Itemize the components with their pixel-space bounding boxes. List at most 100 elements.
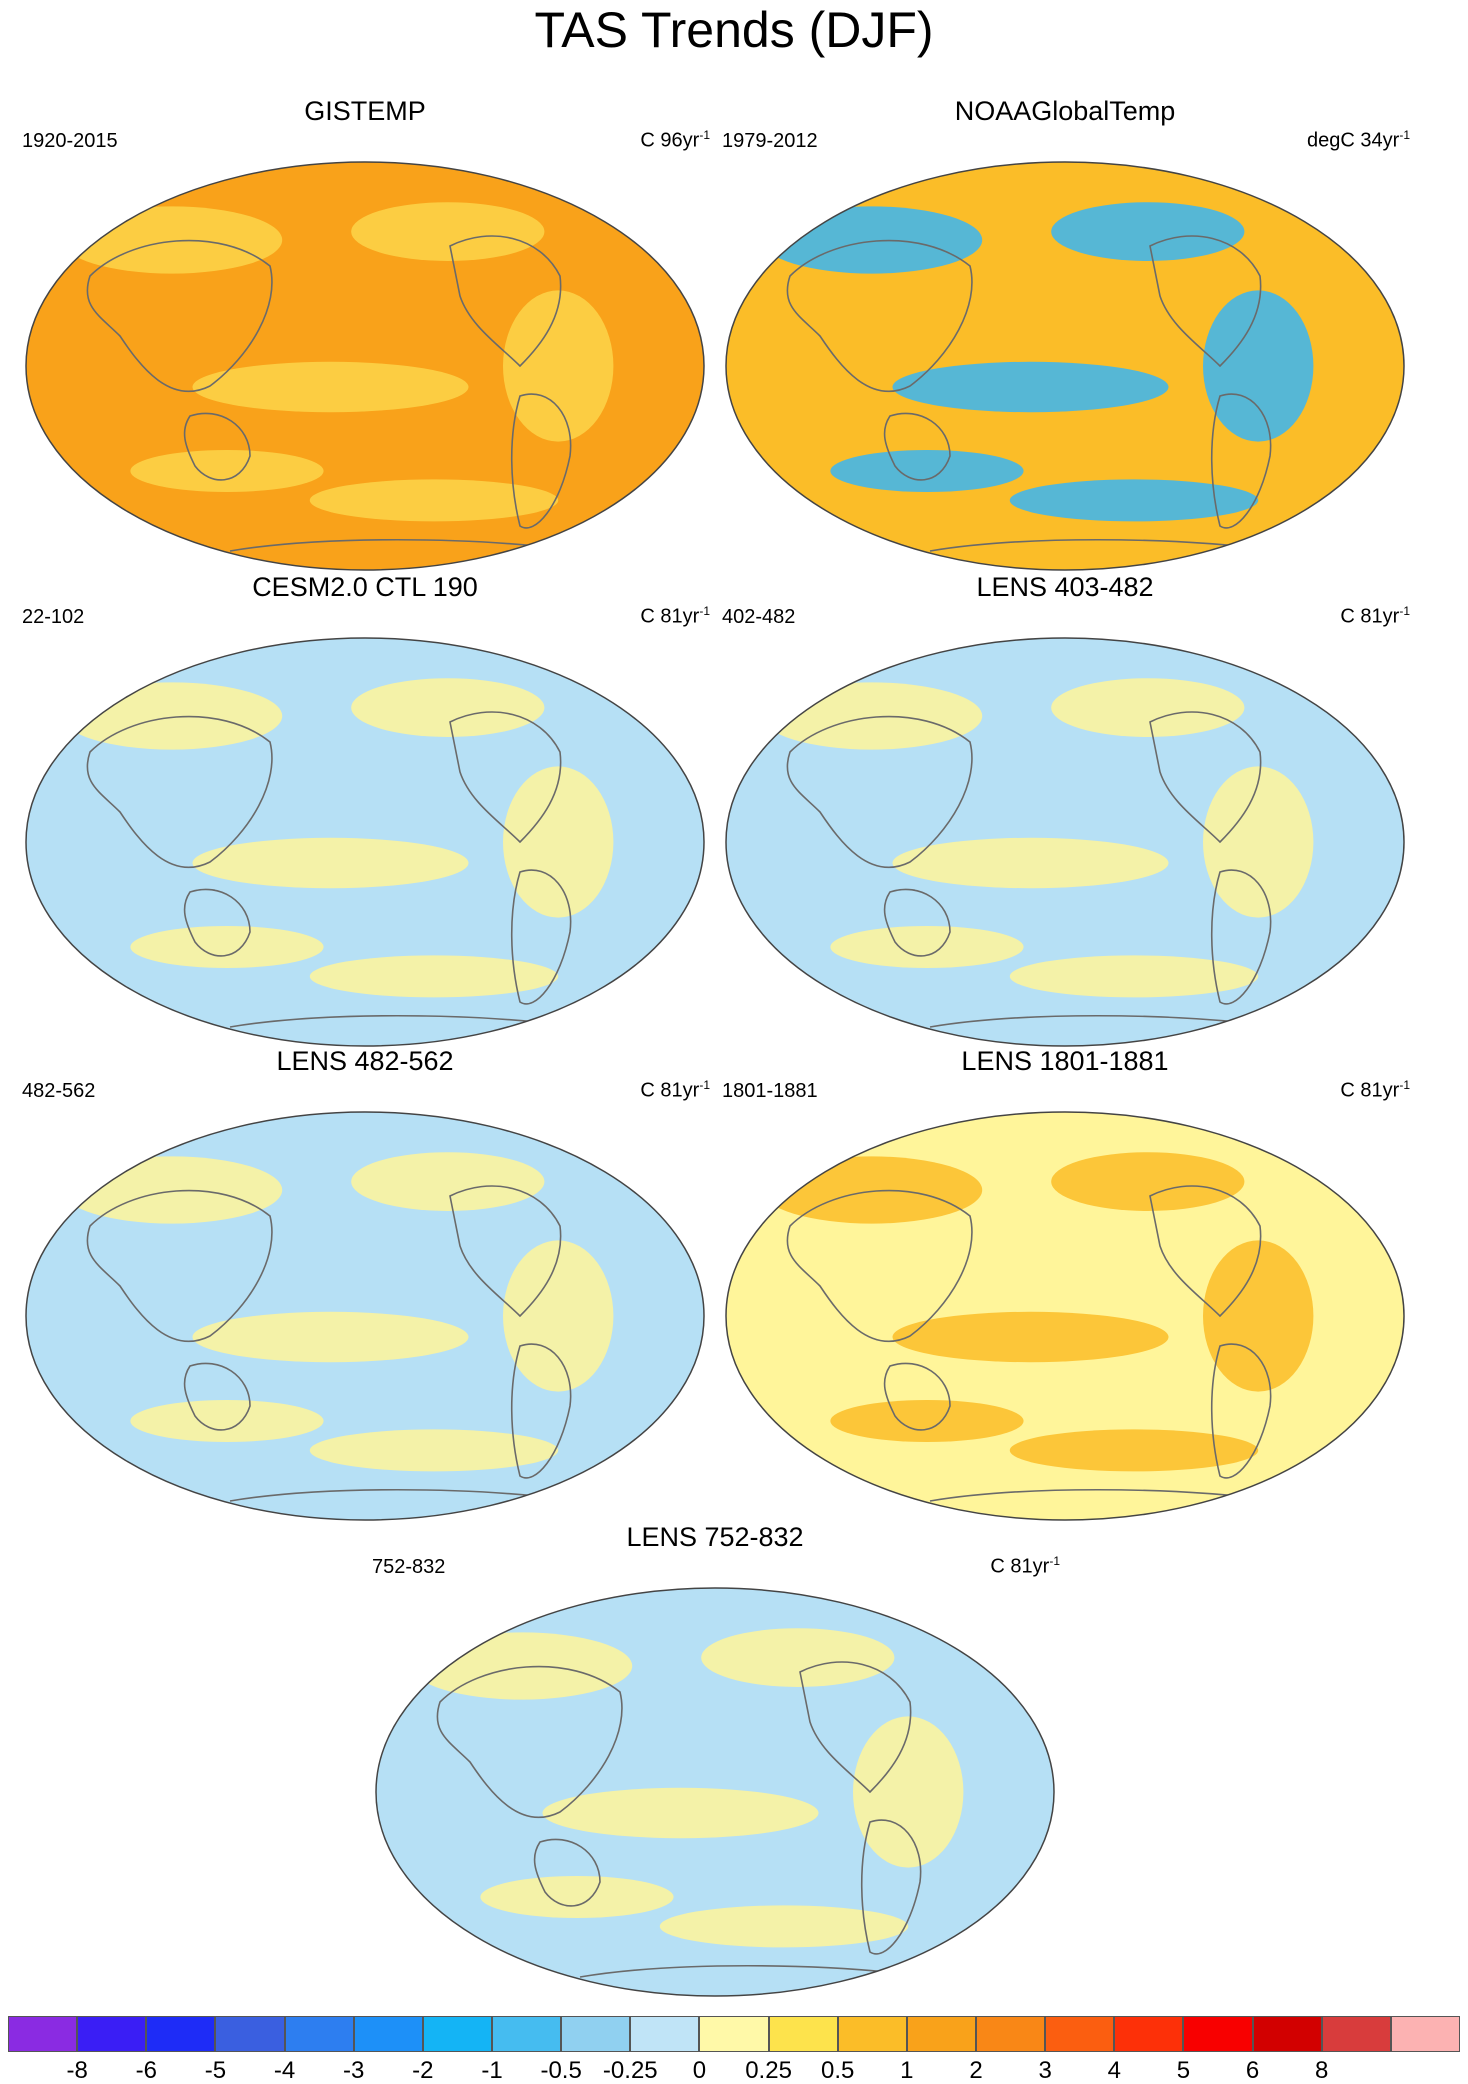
colorbar-swatch bbox=[1390, 2016, 1460, 2052]
coastline bbox=[1210, 1343, 1272, 1479]
anomaly-region bbox=[309, 479, 559, 522]
anomaly-region bbox=[61, 1156, 283, 1224]
anomaly-region bbox=[892, 837, 1169, 889]
anomaly-region bbox=[761, 1156, 983, 1224]
colorbar-swatch bbox=[1114, 2016, 1184, 2052]
anomaly-region bbox=[892, 361, 1169, 413]
map-panel: LENS 403-482 402-482 C 81yr-1 bbox=[720, 572, 1410, 1047]
coastline bbox=[786, 1189, 973, 1343]
anomaly-region bbox=[1203, 766, 1314, 918]
colorbar-tick: 6 bbox=[1245, 2057, 1260, 2084]
map-border bbox=[25, 161, 705, 571]
panel-period: 1920-2015 bbox=[22, 130, 118, 152]
coastline bbox=[510, 1343, 572, 1479]
map-panel: NOAAGlobalTemp 1979-2012 degC 34yr-1 bbox=[720, 96, 1410, 571]
coastline bbox=[86, 1189, 273, 1343]
anomaly-region bbox=[130, 926, 324, 968]
anomaly-region bbox=[503, 1240, 614, 1392]
map-border bbox=[25, 1111, 705, 1521]
anomaly-region bbox=[659, 1905, 909, 1948]
panel-period: 22-102 bbox=[22, 606, 85, 628]
colorbar-swatch bbox=[837, 2016, 907, 2052]
colorbar-tick: -6 bbox=[135, 2057, 157, 2084]
colorbar-tick: 5 bbox=[1176, 2057, 1191, 2084]
anomaly-region bbox=[853, 1716, 964, 1868]
panel-title: LENS 1801-1881 bbox=[961, 1046, 1169, 1076]
anomaly-region bbox=[761, 682, 983, 750]
panel-units: degC 34yr-1 bbox=[1307, 128, 1410, 152]
anomaly-region bbox=[503, 766, 614, 918]
coastline bbox=[860, 1819, 922, 1955]
coastline bbox=[449, 711, 562, 844]
anomaly-region bbox=[1051, 202, 1245, 261]
colorbar-tick: -5 bbox=[204, 2057, 227, 2084]
coastline bbox=[1210, 393, 1272, 529]
map-panel: GISTEMP 1920-2015 C 96yr-1 bbox=[20, 96, 710, 571]
colorbar-swatch bbox=[353, 2016, 423, 2052]
anomaly-region bbox=[503, 290, 614, 442]
coastline bbox=[786, 239, 973, 393]
projection-map bbox=[725, 637, 1405, 1047]
coastline bbox=[86, 715, 273, 869]
projection-map bbox=[25, 1111, 705, 1521]
colorbar-swatch bbox=[699, 2016, 769, 2052]
panel-period: 1979-2012 bbox=[722, 130, 818, 152]
coastline bbox=[1149, 711, 1262, 844]
colorbar-swatch bbox=[975, 2016, 1046, 2052]
colorbar-tick: -3 bbox=[343, 2057, 365, 2084]
panel-units: C 81yr-1 bbox=[1340, 604, 1410, 628]
anomaly-region bbox=[351, 202, 545, 261]
panel-period: 1801-1881 bbox=[722, 1080, 818, 1102]
coastline bbox=[1149, 1185, 1262, 1318]
map-panel: LENS 1801-1881 1801-1881 C 81yr-1 bbox=[720, 1046, 1410, 1521]
panel-title: LENS 752-832 bbox=[626, 1522, 804, 1552]
anomaly-region bbox=[830, 926, 1024, 968]
panel-title: NOAAGlobalTemp bbox=[954, 96, 1176, 126]
coastline bbox=[510, 393, 572, 529]
anomaly-region bbox=[351, 678, 545, 737]
colorbar-swatch bbox=[491, 2016, 562, 2052]
anomaly-region bbox=[130, 1400, 324, 1442]
colorbar-tick: -1 bbox=[481, 2057, 503, 2084]
colorbar-swatch bbox=[77, 2016, 147, 2052]
anomaly-region bbox=[1203, 290, 1314, 442]
colorbar bbox=[8, 2016, 1460, 2052]
colorbar-tick: 8 bbox=[1315, 2057, 1329, 2084]
colorbar-tick: 0 bbox=[692, 2057, 707, 2084]
anomaly-region bbox=[761, 206, 983, 274]
projection-map bbox=[25, 637, 705, 1047]
panel-period: 402-482 bbox=[722, 606, 796, 628]
coastline bbox=[449, 235, 562, 368]
coastline bbox=[436, 1665, 623, 1819]
map-border bbox=[375, 1587, 1055, 1997]
colorbar-swatch bbox=[1183, 2016, 1253, 2052]
anomaly-region bbox=[480, 1876, 674, 1918]
colorbar-tick: -0.25 bbox=[602, 2057, 658, 2084]
coastline bbox=[86, 239, 273, 393]
colorbar-tick: 2 bbox=[969, 2057, 983, 2084]
panel-units: C 81yr-1 bbox=[640, 604, 710, 628]
colorbar-swatch bbox=[768, 2016, 838, 2052]
anomaly-region bbox=[830, 450, 1024, 492]
anomaly-region bbox=[61, 206, 283, 274]
map-border bbox=[725, 1111, 1405, 1521]
panel-units: C 81yr-1 bbox=[640, 1078, 710, 1102]
coastline bbox=[449, 1185, 562, 1318]
panel-units: C 81yr-1 bbox=[990, 1554, 1060, 1578]
projection-map bbox=[375, 1587, 1055, 1997]
coastline bbox=[183, 1362, 251, 1431]
panel-units: C 81yr-1 bbox=[1340, 1078, 1410, 1102]
coastline bbox=[1149, 235, 1262, 368]
colorbar-swatch bbox=[630, 2016, 700, 2052]
colorbar-tick: -0.5 bbox=[540, 2057, 582, 2084]
anomaly-region bbox=[130, 450, 324, 492]
colorbar-tick-labels: -8 -6 -5 -4 -3 -2 -1 -0.5 -0.25 0 0.25 0.5 1 2 3 4 5 6 8 bbox=[0, 2058, 1468, 2084]
map-border bbox=[725, 161, 1405, 571]
projection-map bbox=[25, 161, 705, 571]
coastline bbox=[1210, 869, 1272, 1005]
projection-map bbox=[725, 1111, 1405, 1521]
colorbar-swatch bbox=[561, 2016, 631, 2052]
anomaly-region bbox=[1009, 479, 1259, 522]
map-border bbox=[725, 637, 1405, 1047]
anomaly-region bbox=[1009, 955, 1259, 998]
